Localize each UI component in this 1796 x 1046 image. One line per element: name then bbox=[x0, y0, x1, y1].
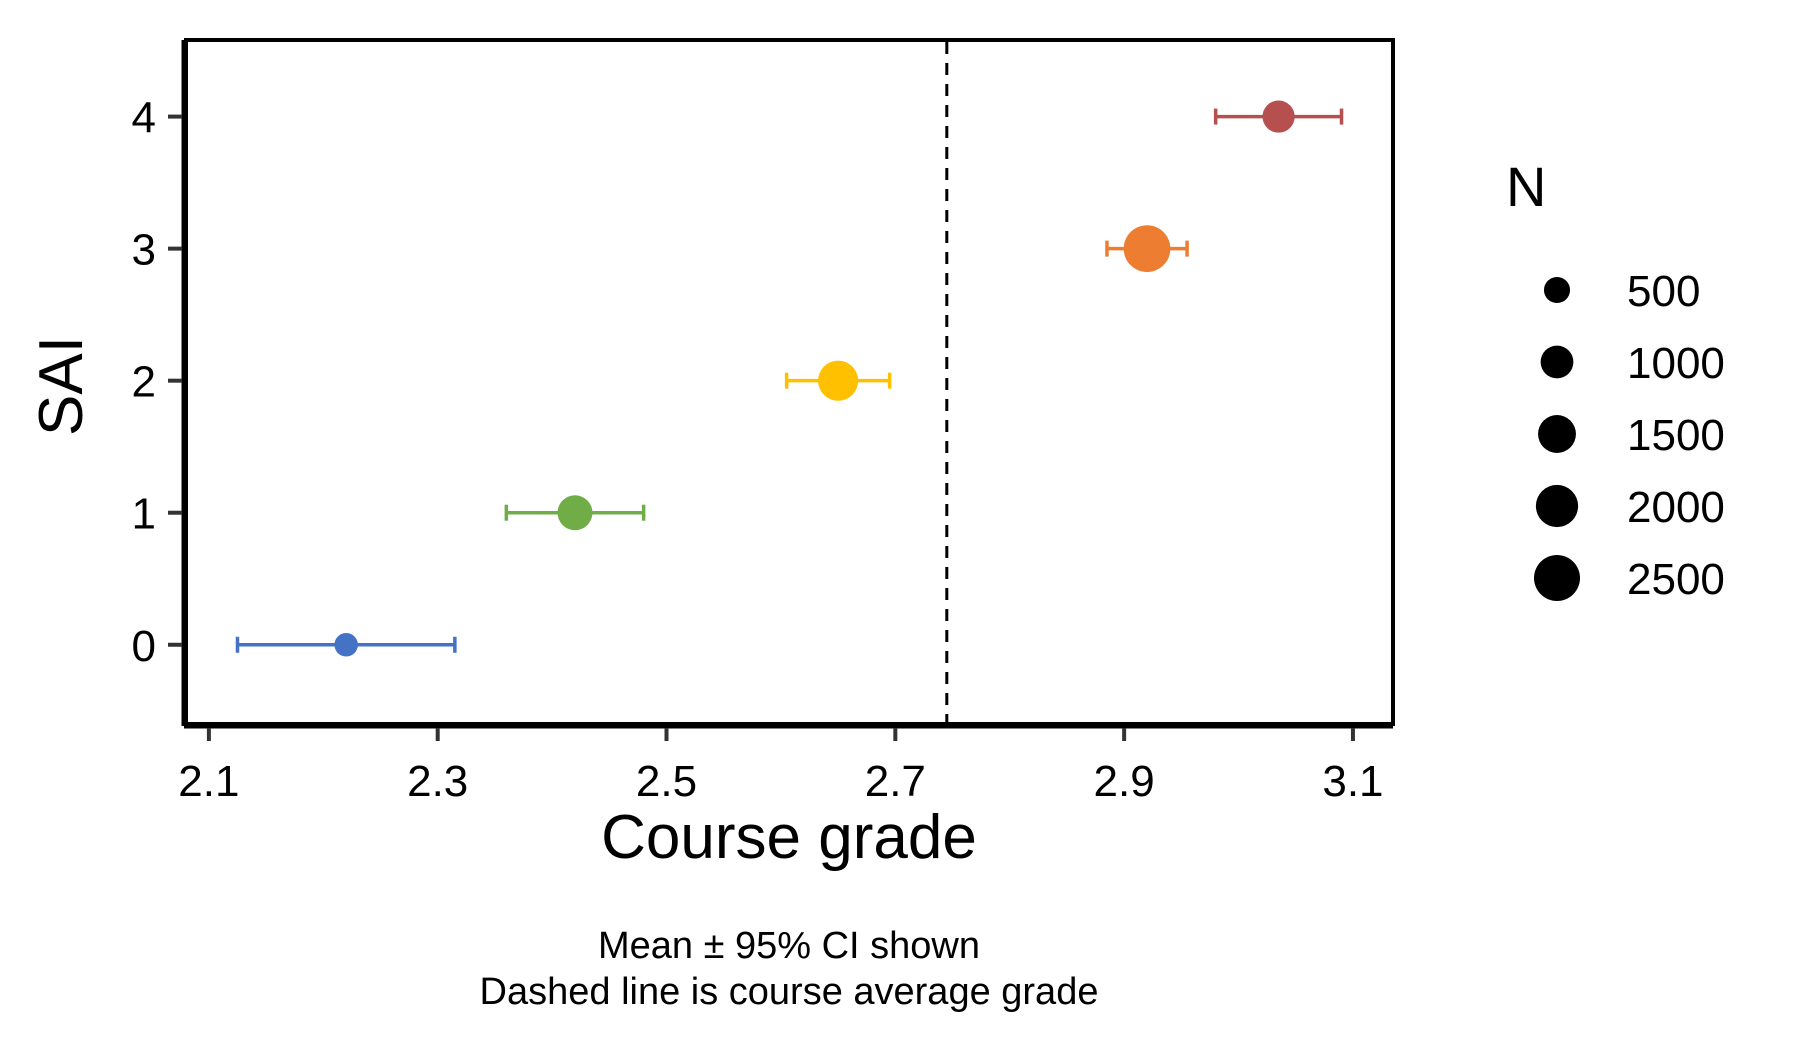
legend-key bbox=[1538, 415, 1576, 453]
caption-line-1: Mean ± 95% CI shown bbox=[598, 925, 980, 967]
legend-label: 1000 bbox=[1627, 339, 1725, 388]
legend-label: 1500 bbox=[1627, 411, 1725, 460]
legend-label: 2500 bbox=[1627, 555, 1725, 604]
y-tick-label: 4 bbox=[132, 94, 156, 143]
legend-key bbox=[1534, 555, 1580, 601]
x-tick-label: 2.5 bbox=[636, 757, 697, 806]
y-axis-title: SAI bbox=[27, 336, 96, 436]
legend-key bbox=[1543, 276, 1571, 304]
mean-point bbox=[818, 360, 859, 401]
mean-point bbox=[334, 633, 358, 657]
x-tick-label: 3.1 bbox=[1322, 757, 1383, 806]
mean-point bbox=[1123, 225, 1171, 272]
x-tick-label: 2.9 bbox=[1094, 757, 1155, 806]
legend-label: 500 bbox=[1627, 267, 1700, 316]
legend-key bbox=[1540, 345, 1574, 379]
x-tick-label: 2.3 bbox=[407, 757, 468, 806]
mean-point bbox=[557, 495, 593, 531]
legend-key bbox=[1535, 484, 1579, 528]
plot-area: 2.1 2.3 2.5 2.7 2.9 3.1 0 1 2 3 4 500 1000 1500 2000 25… bbox=[132, 38, 1725, 806]
legend-title: N bbox=[1506, 155, 1546, 218]
x-tick-label: 2.7 bbox=[865, 757, 926, 806]
x-axis-title: Course grade bbox=[601, 803, 977, 872]
caption-line-2: Dashed line is course average grade bbox=[480, 971, 1099, 1013]
mean-point bbox=[1262, 100, 1295, 133]
y-tick-label: 0 bbox=[132, 622, 156, 671]
y-tick-label: 3 bbox=[132, 226, 156, 275]
y-tick-label: 2 bbox=[132, 358, 156, 407]
x-tick-label: 2.1 bbox=[178, 757, 239, 806]
legend-label: 2000 bbox=[1627, 483, 1725, 532]
y-tick-label: 1 bbox=[132, 490, 156, 539]
